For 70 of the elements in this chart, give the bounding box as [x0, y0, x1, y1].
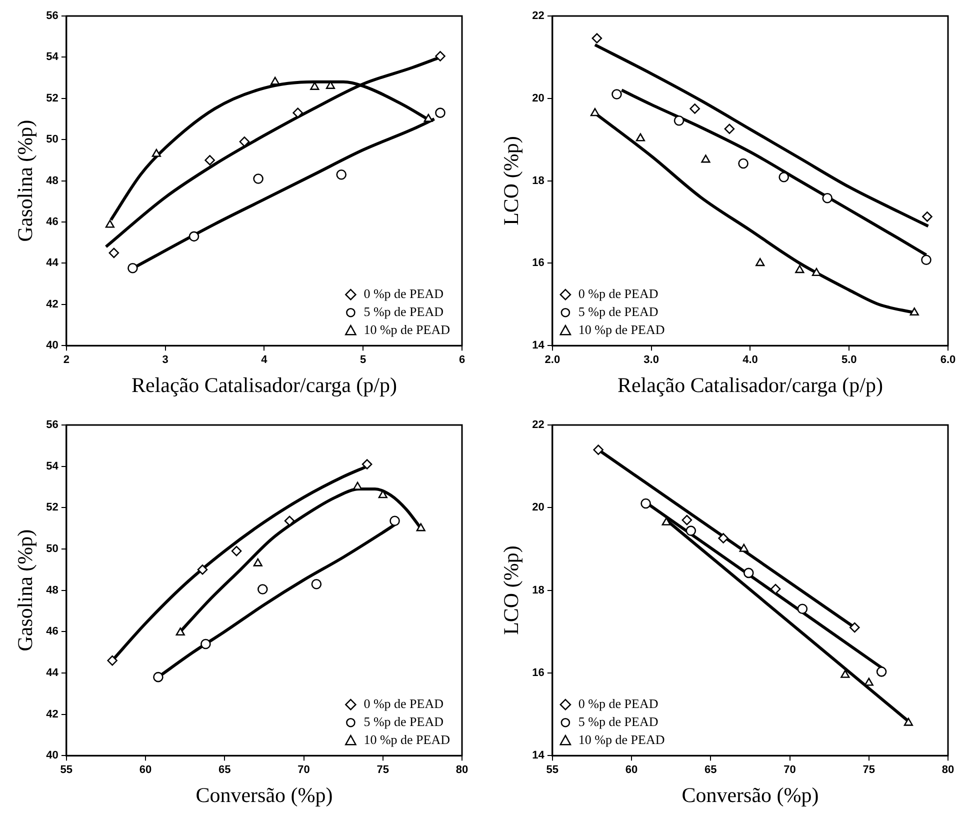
x-tick-label: 75	[862, 764, 876, 776]
y-tick-label: 52	[46, 502, 58, 514]
x-axis-title: Relação Catalisador/carga (p/p)	[131, 372, 397, 397]
y-tick-label: 46	[46, 216, 58, 228]
x-tick-label: 5	[360, 354, 366, 366]
x-tick-label: 3	[162, 354, 168, 366]
y-tick-label: 50	[46, 543, 58, 556]
y-tick-label: 20	[532, 92, 544, 104]
y-tick-label: 44	[46, 666, 60, 679]
y-tick-label: 16	[532, 666, 544, 679]
x-tick-label: 60	[139, 764, 152, 776]
x-tick-label: 80	[456, 764, 468, 776]
y-tick-label: 56	[46, 10, 58, 22]
y-tick-label: 42	[46, 298, 58, 310]
y-tick-label: 56	[46, 419, 58, 432]
y-tick-label: 20	[532, 502, 544, 514]
y-tick-label: 54	[46, 51, 60, 64]
y-tick-label: 18	[532, 174, 544, 187]
y-tick-label: 18	[532, 584, 544, 596]
x-tick-label: 2.0	[544, 354, 560, 366]
y-axis-title: LCO (%p)	[499, 546, 524, 635]
x-tick-label: 6	[458, 354, 466, 366]
legend-label: 0 %p de PEAD	[578, 286, 658, 302]
x-tick-label: 60	[625, 764, 638, 776]
y-tick-label: 46	[46, 626, 58, 638]
y-tick-label: 42	[46, 708, 58, 720]
y-axis-title: Gasolina (%p)	[13, 120, 38, 242]
y-tick-label: 22	[532, 10, 544, 22]
y-axis-title: LCO (%p)	[499, 136, 524, 226]
y-tick-label: 14	[532, 340, 546, 352]
x-tick-label: 55	[60, 764, 73, 776]
x-tick-label: 55	[546, 764, 559, 776]
y-tick-label: 14	[532, 750, 546, 762]
y-tick-label: 50	[46, 134, 58, 146]
x-tick-label: 65	[218, 764, 231, 776]
legend-label: 10 %p de PEAD	[364, 732, 450, 748]
legend-label: 0 %p de PEAD	[364, 286, 444, 302]
legend-label: 5 %p de PEAD	[364, 304, 444, 320]
x-tick-label: 70	[784, 764, 796, 776]
x-axis-title: Relação Catalisador/carga (p/p)	[617, 372, 883, 397]
legend-label: 5 %p de PEAD	[578, 714, 658, 730]
x-tick-label: 5.0	[841, 354, 857, 366]
x-tick-label: 65	[704, 764, 717, 776]
y-axis-title: Gasolina (%p)	[13, 529, 38, 652]
x-axis-title: Conversão (%p)	[196, 782, 333, 807]
x-tick-label: 4.0	[742, 354, 758, 366]
x-tick-label: 80	[942, 764, 954, 776]
x-axis-title: Conversão (%p)	[682, 782, 819, 807]
legend-label: 10 %p de PEAD	[578, 732, 665, 748]
y-tick-label: 44	[46, 257, 60, 270]
y-tick-label: 22	[532, 419, 544, 432]
legend-label: 5 %p de PEAD	[578, 304, 658, 320]
y-tick-label: 40	[46, 340, 58, 352]
x-tick-label: 6.0	[940, 354, 956, 366]
legend-label: 0 %p de PEAD	[364, 696, 444, 712]
x-tick-label: 75	[376, 764, 390, 776]
x-tick-label: 3.0	[644, 354, 659, 366]
x-tick-label: 2	[63, 354, 70, 366]
y-tick-label: 48	[46, 584, 58, 596]
y-tick-label: 54	[46, 460, 60, 472]
x-tick-label: 4	[261, 354, 268, 366]
legend-label: 10 %p de PEAD	[578, 322, 665, 338]
legend-label: 10 %p de PEAD	[364, 322, 450, 338]
y-tick-label: 40	[46, 750, 58, 762]
x-tick-label: 70	[298, 764, 310, 776]
y-tick-label: 16	[532, 257, 544, 270]
legend-label: 0 %p de PEAD	[578, 696, 658, 712]
y-tick-label: 48	[46, 174, 58, 187]
y-tick-label: 52	[46, 92, 58, 104]
legend-label: 5 %p de PEAD	[364, 714, 444, 730]
